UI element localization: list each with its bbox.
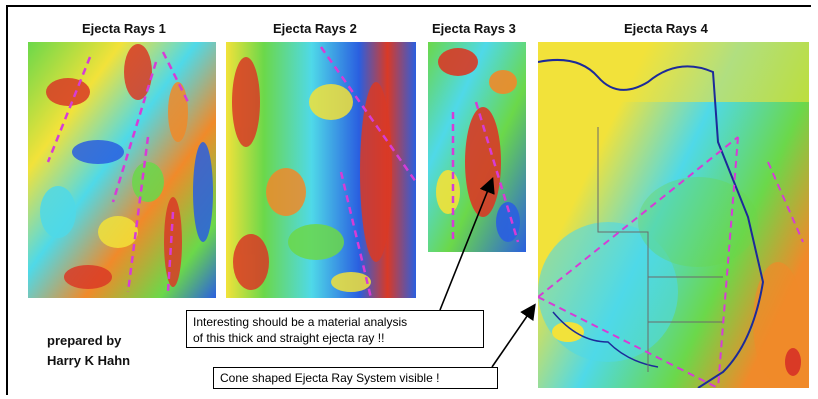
analysis-callout-line-2: of this thick and straight ejecta ray !! bbox=[193, 331, 385, 345]
panel-title-1: Ejecta Rays 1 bbox=[82, 21, 166, 36]
ejecta-ray-map-1 bbox=[28, 42, 216, 298]
ejecta-ray-map-2 bbox=[226, 42, 416, 298]
cone-callout: Cone shaped Ejecta Ray System visible ! bbox=[213, 367, 498, 389]
cone-callout-text: Cone shaped Ejecta Ray System visible ! bbox=[220, 371, 440, 385]
figure-frame bbox=[6, 5, 811, 395]
panel-title-3: Ejecta Rays 3 bbox=[432, 21, 516, 36]
australia-terrain-map bbox=[538, 42, 809, 388]
credit-line-2: Harry K Hahn bbox=[47, 353, 131, 368]
credit-text: prepared by Harry K Hahn bbox=[47, 331, 130, 371]
panel-title-2: Ejecta Rays 2 bbox=[273, 21, 357, 36]
ejecta-ray-map-3 bbox=[428, 42, 526, 252]
credit-line-1: prepared by bbox=[47, 333, 122, 348]
analysis-callout-line-1: Interesting should be a material analysi… bbox=[193, 315, 408, 329]
panel-title-4: Ejecta Rays 4 bbox=[624, 21, 708, 36]
analysis-callout: Interesting should be a material analysi… bbox=[186, 310, 484, 348]
